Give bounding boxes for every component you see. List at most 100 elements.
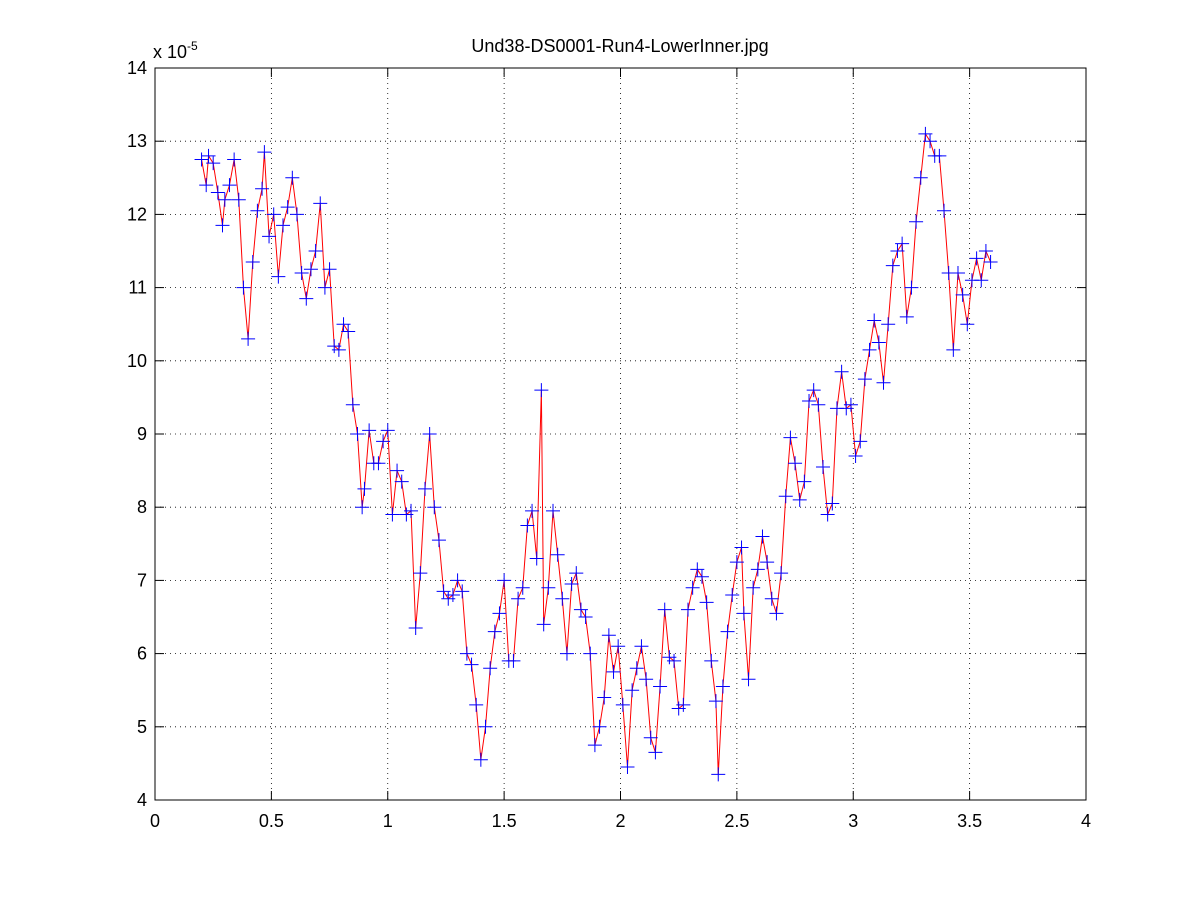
data-marker [629, 661, 644, 676]
data-marker [746, 580, 761, 595]
data-marker [355, 500, 370, 515]
data-marker [515, 580, 530, 595]
data-marker [534, 383, 549, 398]
data-marker [573, 602, 588, 617]
data-marker [404, 503, 419, 518]
data-marker [483, 661, 498, 676]
data-marker [750, 562, 765, 577]
data-marker [848, 448, 863, 463]
data-marker [643, 730, 658, 745]
data-marker [587, 738, 602, 753]
data-marker [231, 192, 246, 207]
data-marker [857, 372, 872, 387]
data-marker [932, 148, 947, 163]
data-marker [694, 569, 709, 584]
data-marker [834, 364, 849, 379]
y-tick-label: 4 [137, 790, 147, 810]
data-marker [436, 584, 451, 599]
data-marker [895, 236, 910, 251]
data-marker [394, 474, 409, 489]
data-marker [881, 317, 896, 332]
data-marker [255, 181, 270, 196]
data-marker [592, 719, 607, 734]
data-marker [862, 342, 877, 357]
x-tick-label: 3 [848, 811, 858, 831]
data-marker [583, 646, 598, 661]
data-marker [720, 624, 735, 639]
data-marker [783, 430, 798, 445]
data-marker [525, 503, 540, 518]
data-marker [867, 313, 882, 328]
x-tick-label: 2 [615, 811, 625, 831]
data-marker [913, 170, 928, 185]
data-marker [969, 251, 984, 266]
data-marker [729, 555, 744, 570]
data-marker [725, 588, 740, 603]
data-marker [550, 547, 565, 562]
y-tick-label: 8 [137, 497, 147, 517]
data-marker [289, 207, 304, 222]
data-marker [778, 489, 793, 504]
data-marker [820, 507, 835, 522]
data-marker [974, 273, 989, 288]
y-tick-label: 14 [127, 58, 147, 78]
x-tick-label: 2.5 [724, 811, 749, 831]
data-marker [331, 342, 346, 357]
data-marker [408, 620, 423, 635]
data-marker [217, 192, 232, 207]
data-marker [227, 152, 242, 167]
data-marker [317, 280, 332, 295]
data-marker [639, 672, 654, 687]
data-marker [385, 507, 400, 522]
data-marker [853, 434, 868, 449]
data-marker [741, 672, 756, 687]
data-marker [222, 178, 237, 193]
data-marker [769, 606, 784, 621]
data-marker [536, 617, 551, 632]
data-marker [520, 518, 535, 533]
data-marker [690, 562, 705, 577]
data-marker [555, 591, 570, 606]
data-marker [299, 291, 314, 306]
data-marker [890, 244, 905, 258]
data-marker [657, 602, 672, 617]
data-marker [541, 580, 556, 595]
data-marker [497, 573, 512, 588]
data-marker [950, 265, 965, 280]
data-marker [266, 207, 281, 222]
data-marker [492, 606, 507, 621]
y-tick-label: 5 [137, 717, 147, 737]
data-marker [760, 555, 775, 570]
data-marker [899, 309, 914, 324]
x-tick-label: 3.5 [957, 811, 982, 831]
data-marker [601, 628, 616, 643]
x-tick-label: 4 [1081, 811, 1091, 831]
data-marker [345, 397, 360, 412]
data-marker [811, 397, 826, 412]
y-tick-label: 10 [127, 351, 147, 371]
data-line [201, 132, 992, 775]
y-tick-label: 6 [137, 644, 147, 664]
data-marker [918, 126, 933, 141]
data-marker [734, 540, 749, 555]
y-multiplier-exponent: -5 [187, 39, 198, 53]
data-marker [199, 178, 214, 193]
y-multiplier: x 10-5 [153, 39, 198, 62]
data-marker [350, 427, 365, 441]
data-marker [280, 200, 295, 215]
data-marker [774, 566, 789, 581]
chart-title: Und38-DS0001-Run4-LowerInner.jpg [471, 36, 768, 56]
data-marker [946, 342, 961, 357]
data-marker [413, 566, 428, 581]
data-marker [450, 573, 465, 588]
data-marker [711, 767, 726, 782]
data-marker [206, 156, 221, 171]
data-marker [564, 577, 579, 592]
data-marker [978, 244, 993, 258]
y-tick-label: 9 [137, 424, 147, 444]
data-marker [271, 269, 286, 284]
data-marker [262, 229, 277, 244]
data-marker [371, 456, 386, 471]
data-marker [529, 551, 544, 566]
y-tick-label: 13 [127, 131, 147, 151]
